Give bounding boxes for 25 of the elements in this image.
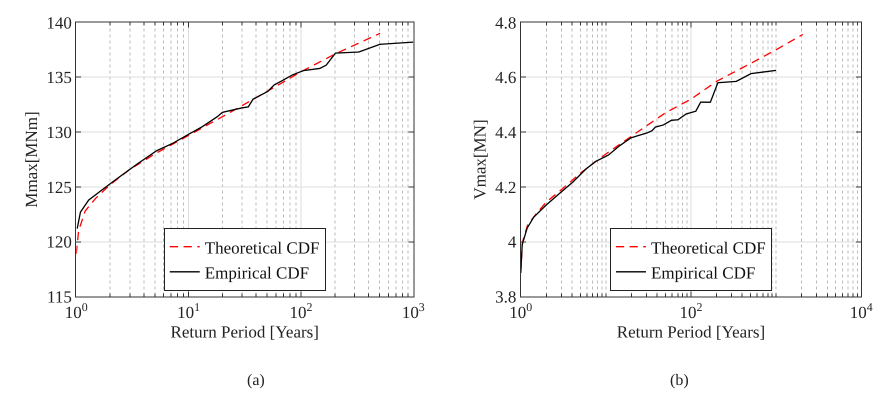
y-tick-label: 140 <box>46 13 72 32</box>
x-tick-label: 10$^{1}$ <box>177 300 200 322</box>
legend-label: Empirical CDF <box>650 263 756 282</box>
x-tick-label: 10$^{3}$ <box>402 300 425 322</box>
x-tick-label: 10$^{2}$ <box>679 300 702 322</box>
y-tick-label: 4.4 <box>495 123 517 142</box>
x-tick-label: 10$^{4}$ <box>850 300 873 322</box>
y-tick-label: 125 <box>46 178 72 197</box>
y-axis-title: Mmax[MNm] <box>22 111 41 208</box>
x-axis-title: Return Period [Years] <box>616 322 766 342</box>
y-tick-label: 4 <box>508 232 517 252</box>
y-tick-label: 4.2 <box>495 178 516 197</box>
y-tick-label: 130 <box>46 123 72 142</box>
y-axis-title: Vmax[MN] <box>470 119 490 200</box>
legend-label: Theoretical CDF <box>650 238 766 258</box>
y-tick-label: 4.8 <box>495 13 516 32</box>
y-tick-label: 4.6 <box>495 68 516 88</box>
y-tick-label: 120 <box>46 232 72 252</box>
text: (b) <box>670 372 689 389</box>
legend-label: Theoretical CDF <box>204 238 320 258</box>
y-tick-label: 135 <box>46 68 72 88</box>
legend-label: Empirical CDF <box>204 263 310 282</box>
x-axis-title: Return Period [Years] <box>170 322 319 342</box>
x-tick-label: 10$^{2}$ <box>289 300 312 322</box>
text: (a) <box>247 372 265 389</box>
